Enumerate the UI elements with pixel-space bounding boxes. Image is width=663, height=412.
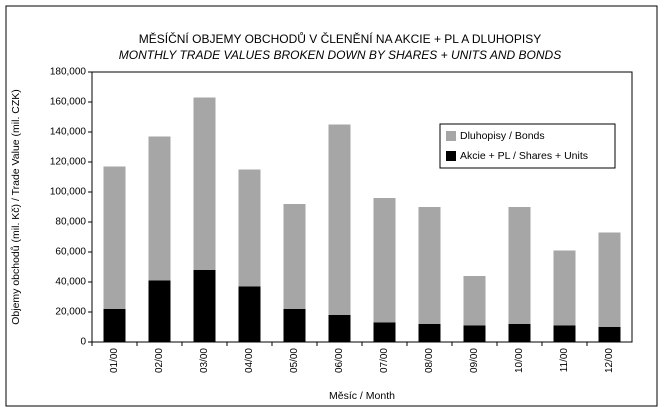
- bar-segment: [238, 169, 261, 287]
- bar-segment: [508, 324, 531, 342]
- bar-segment: [193, 270, 216, 342]
- bar-segment: [103, 166, 126, 309]
- x-tick-label: 06/00: [334, 348, 345, 373]
- bar-segment: [463, 276, 486, 326]
- y-tick-label: 40,000: [55, 277, 86, 288]
- bar-segment: [373, 322, 396, 342]
- y-axis-label: Objemy obchodů (mil. Kč) / Trade Value (…: [10, 89, 22, 325]
- x-tick-label: 01/00: [109, 348, 120, 373]
- x-tick-label: 10/00: [514, 348, 525, 373]
- bar-segment: [418, 207, 441, 324]
- x-tick-label: 12/00: [604, 348, 615, 373]
- bar-segment: [148, 280, 171, 342]
- bar-segment: [238, 286, 261, 342]
- bar-segment: [598, 327, 621, 342]
- chart-subtitle: MONTHLY TRADE VALUES BROKEN DOWN BY SHAR…: [119, 48, 561, 62]
- bar-segment: [373, 198, 396, 323]
- bar-segment: [328, 315, 351, 342]
- x-axis-label: Měsíc / Month: [329, 390, 395, 402]
- bar-segment: [553, 250, 576, 326]
- x-tick-label: 07/00: [379, 348, 390, 373]
- plot-area: [91, 71, 633, 343]
- bar-segment: [283, 204, 306, 309]
- legend-swatch: [446, 131, 456, 141]
- bar-segment: [463, 325, 486, 342]
- y-tick-label: 60,000: [55, 247, 86, 258]
- legend-label: Dluhopisy / Bonds: [460, 130, 545, 142]
- x-tick-label: 03/00: [199, 348, 210, 373]
- y-tick-label: 160,000: [50, 97, 87, 108]
- legend-box: [439, 123, 616, 169]
- bar-segment: [103, 309, 126, 342]
- y-tick-label: 140,000: [50, 127, 87, 138]
- x-tick-label: 11/00: [559, 348, 570, 373]
- y-tick-label: 120,000: [50, 157, 87, 168]
- legend-label: Akcie + PL / Shares + Units: [460, 150, 588, 162]
- x-tick-label: 08/00: [424, 348, 435, 373]
- x-tick-label: 02/00: [154, 348, 165, 373]
- bar-segment: [328, 124, 351, 315]
- bar-segment: [193, 97, 216, 270]
- bar-segment: [418, 324, 441, 342]
- x-tick-label: 09/00: [469, 348, 480, 373]
- bar-segment: [283, 309, 306, 342]
- legend-swatch: [446, 151, 456, 161]
- bar-segment: [508, 207, 531, 324]
- x-tick-label: 05/00: [289, 348, 300, 373]
- y-tick-label: 180,000: [50, 67, 87, 78]
- bar-segment: [148, 136, 171, 281]
- y-tick-label: 0: [80, 337, 86, 348]
- y-tick-label: 100,000: [50, 187, 87, 198]
- y-tick-label: 80,000: [55, 217, 86, 228]
- x-tick-label: 04/00: [244, 348, 255, 373]
- bar-segment: [553, 325, 576, 342]
- chart-title: MĚSÍČNÍ OBJEMY OBCHODŮ V ČLENĚNÍ NA AKCI…: [139, 31, 541, 46]
- bar-segment: [598, 232, 621, 327]
- y-tick-label: 20,000: [55, 307, 86, 318]
